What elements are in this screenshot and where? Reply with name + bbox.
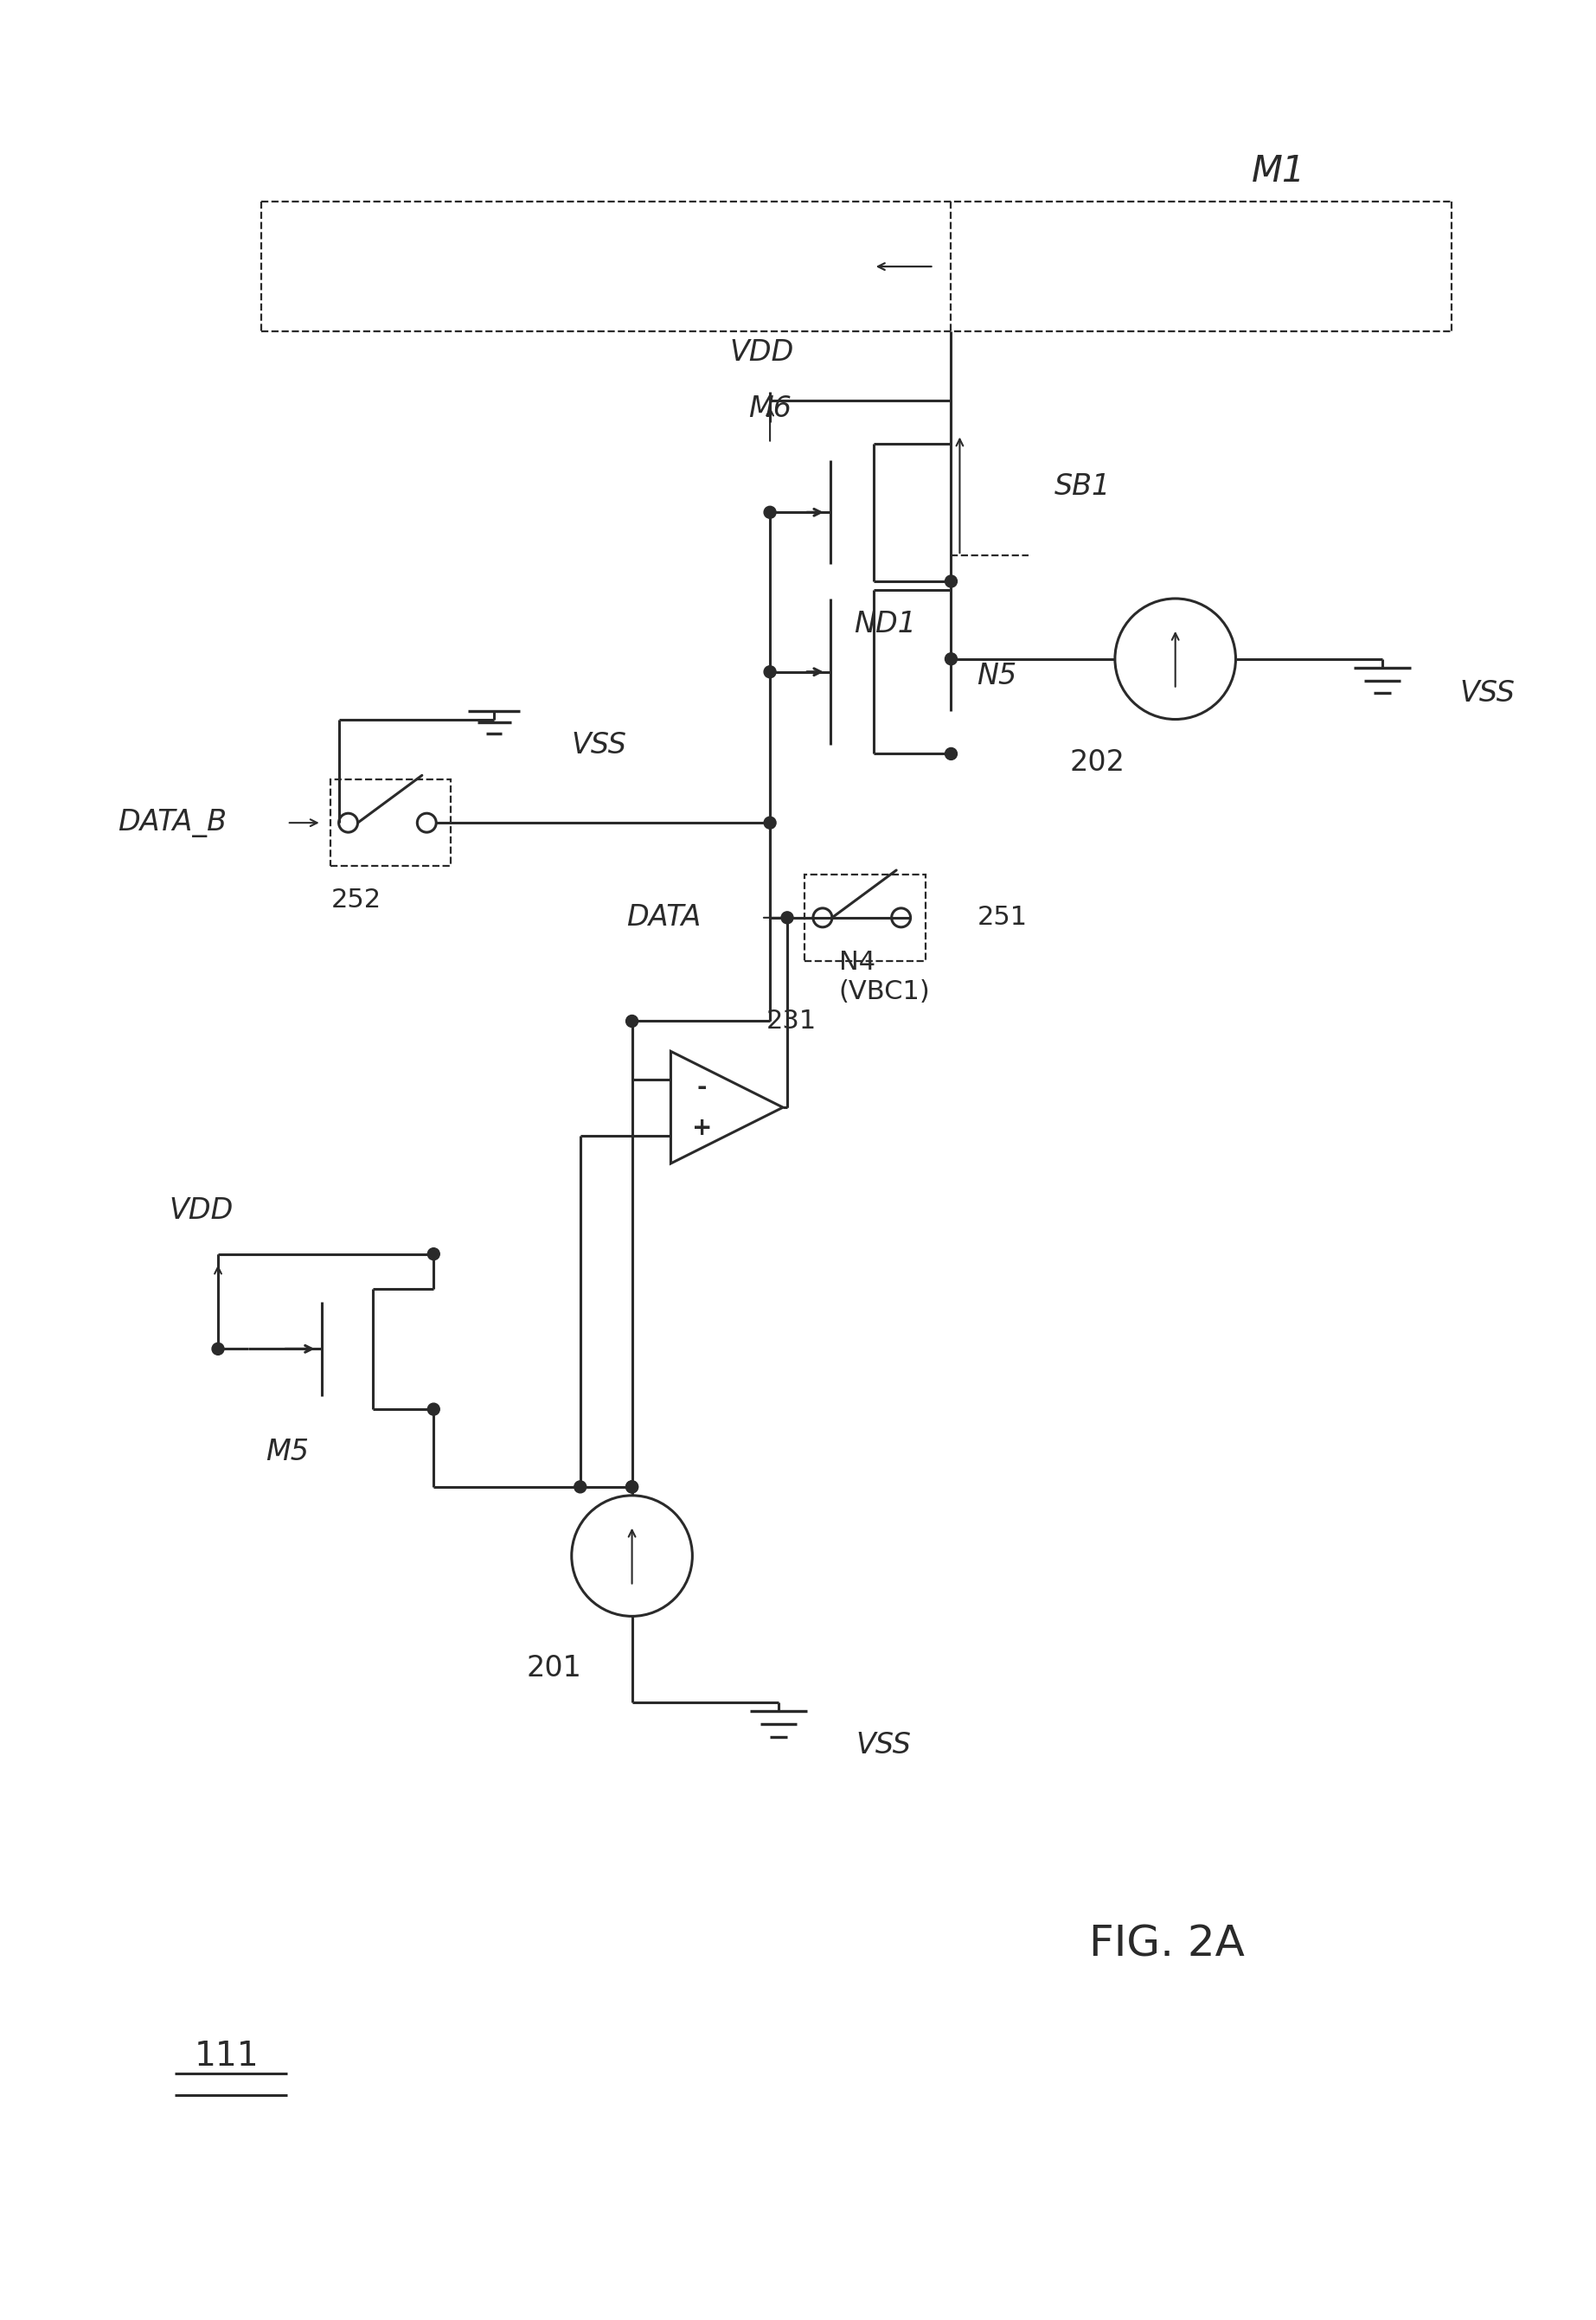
Text: N4
(VBC1): N4 (VBC1) xyxy=(839,949,930,1005)
Circle shape xyxy=(428,1404,439,1415)
Circle shape xyxy=(764,666,776,677)
Text: VSS: VSS xyxy=(1460,680,1515,708)
Text: 252: 252 xyxy=(330,889,381,914)
Bar xyxy=(330,780,450,865)
Text: DATA: DATA xyxy=(626,902,701,933)
Text: 201: 201 xyxy=(527,1654,583,1682)
Circle shape xyxy=(626,1480,638,1492)
Text: M6: M6 xyxy=(749,394,792,422)
Circle shape xyxy=(780,912,793,923)
Bar xyxy=(804,875,926,960)
Text: 251: 251 xyxy=(977,905,1028,930)
Circle shape xyxy=(764,817,776,828)
Text: VDD: VDD xyxy=(729,339,793,367)
Text: DATA_B: DATA_B xyxy=(118,810,227,838)
Text: 111: 111 xyxy=(195,2039,259,2072)
Text: N5: N5 xyxy=(977,661,1017,691)
Text: 202: 202 xyxy=(1069,747,1125,777)
Circle shape xyxy=(428,1248,439,1260)
Circle shape xyxy=(945,652,958,666)
Text: VSS: VSS xyxy=(855,1731,911,1761)
Circle shape xyxy=(212,1343,223,1355)
Circle shape xyxy=(575,1480,586,1492)
Circle shape xyxy=(945,747,958,761)
Text: M1: M1 xyxy=(1251,153,1306,190)
Text: VDD: VDD xyxy=(169,1197,233,1225)
Text: M5: M5 xyxy=(265,1438,308,1466)
Text: +: + xyxy=(693,1116,712,1139)
Circle shape xyxy=(764,506,776,517)
Circle shape xyxy=(626,1016,638,1028)
Circle shape xyxy=(945,575,958,587)
Text: VSS: VSS xyxy=(571,731,627,759)
Text: 231: 231 xyxy=(766,1009,817,1035)
Text: FIG. 2A: FIG. 2A xyxy=(1088,1923,1245,1965)
Text: -: - xyxy=(697,1074,707,1100)
Text: ND1: ND1 xyxy=(854,610,916,638)
Circle shape xyxy=(626,1480,638,1492)
Text: SB1: SB1 xyxy=(1055,473,1111,501)
